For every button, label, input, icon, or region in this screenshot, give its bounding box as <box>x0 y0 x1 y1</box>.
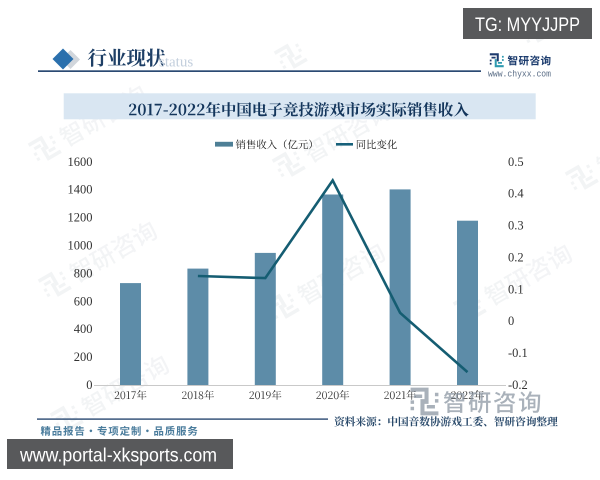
svg-text:1600: 1600 <box>68 155 93 169</box>
svg-text:-0.1: -0.1 <box>508 346 528 360</box>
svg-text:800: 800 <box>74 266 93 280</box>
svg-text:0.1: 0.1 <box>508 282 524 296</box>
svg-text:400: 400 <box>74 322 93 336</box>
svg-text:1000: 1000 <box>68 239 93 253</box>
svg-text:0.2: 0.2 <box>508 251 524 265</box>
svg-text:0: 0 <box>86 378 92 392</box>
svg-text:200: 200 <box>74 350 93 364</box>
svg-text:-0.2: -0.2 <box>508 378 528 392</box>
svg-text:1400: 1400 <box>68 183 93 197</box>
svg-text:0.4: 0.4 <box>508 187 524 201</box>
svg-text:0.3: 0.3 <box>508 219 524 233</box>
svg-text:1200: 1200 <box>68 211 93 225</box>
svg-text:0.5: 0.5 <box>508 155 524 169</box>
svg-text:600: 600 <box>74 294 93 308</box>
svg-text:www.portal-xksports.com: www.portal-xksports.com <box>19 445 217 467</box>
svg-text:TG: MYYJJPP: TG: MYYJJPP <box>475 14 580 36</box>
svg-text:status: status <box>159 55 193 71</box>
svg-text:0: 0 <box>508 314 514 328</box>
svg-text:www.chyxx.com: www.chyxx.com <box>488 69 551 79</box>
